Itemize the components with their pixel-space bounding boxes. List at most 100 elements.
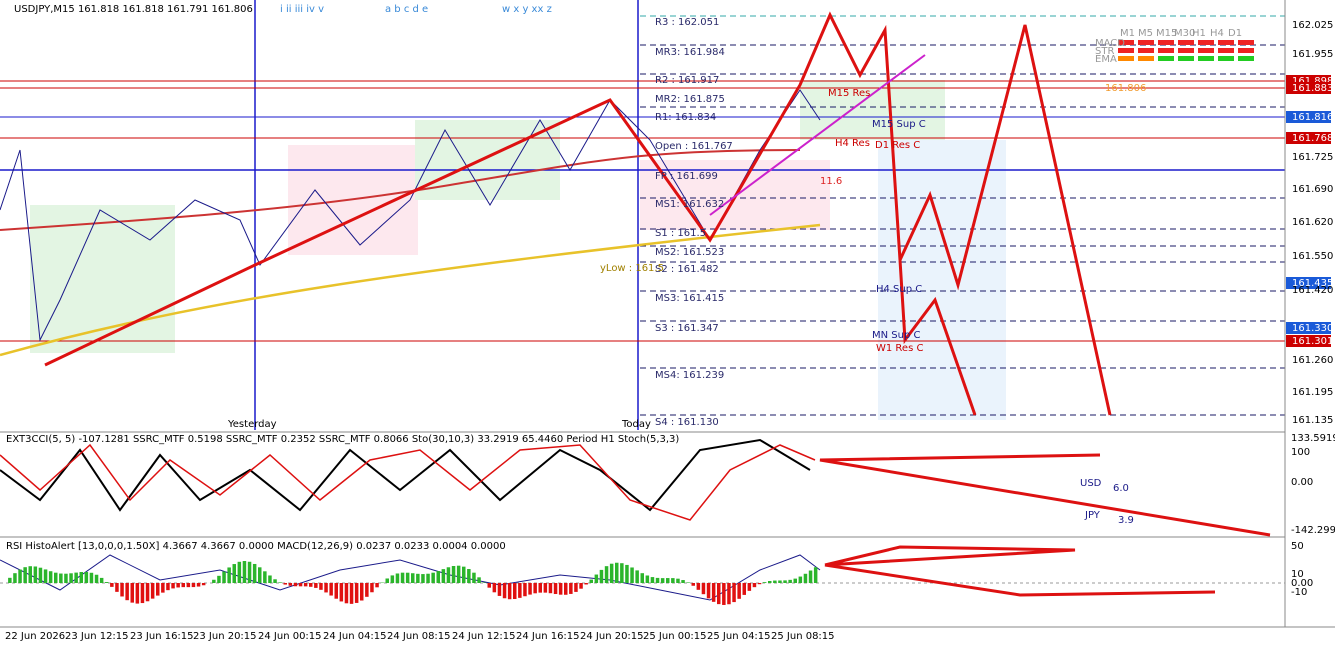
histogram-bar [192, 583, 196, 587]
histogram-bar [197, 583, 201, 587]
pivot-label: S4 : 161.130 [655, 417, 719, 428]
histogram-bar [187, 583, 191, 587]
tf-cell [1198, 48, 1214, 53]
histogram-bar [610, 564, 614, 583]
histogram-bar [278, 582, 282, 583]
histogram-bar [421, 574, 425, 583]
histogram-bar [222, 572, 226, 583]
histogram-bar [141, 583, 145, 603]
histogram-bar [74, 573, 78, 583]
histogram-bar [105, 582, 109, 583]
histogram-bar [386, 578, 390, 583]
tf-cell [1158, 40, 1174, 45]
time-axis-label: 22 Jun 2026 [5, 631, 65, 642]
histogram-bar [488, 583, 492, 588]
histogram-bar [590, 580, 594, 583]
histogram-bar [646, 575, 650, 583]
histogram-bar [462, 567, 466, 583]
histogram-bar [370, 583, 374, 592]
time-axis-label: 24 Jun 16:15 [516, 631, 580, 642]
histogram-bar [692, 583, 696, 586]
tf-cell [1158, 48, 1174, 53]
histogram-bar [202, 583, 206, 585]
histogram-bar [763, 582, 767, 583]
price-axis-label: 161.620 [1292, 217, 1333, 228]
price-axis-label: 161.690 [1292, 184, 1333, 195]
histogram-bar [712, 583, 716, 602]
histogram-bar [584, 583, 588, 584]
tf-column: D1 [1228, 28, 1242, 39]
zone-label: M15 Res [828, 88, 870, 99]
pivot-label: MR3: 161.984 [655, 47, 725, 58]
histogram-bar [651, 577, 655, 583]
tf-cell [1178, 48, 1194, 53]
histogram-bar [661, 578, 665, 583]
histogram-bar [600, 570, 604, 583]
histogram-bar [533, 583, 537, 593]
zone-label: H4 Res [835, 138, 870, 149]
tf-cell [1138, 56, 1154, 61]
histogram-bar [727, 583, 731, 604]
histogram-bar [238, 562, 242, 583]
pivot-label: FP : 161.699 [655, 171, 718, 182]
zone-label: D1 Res C [875, 140, 920, 151]
histogram-bar [110, 583, 114, 587]
pivot-label: S1 : 161.5 [655, 228, 706, 239]
tf-cell [1178, 56, 1194, 61]
histogram-bar [426, 574, 430, 583]
histogram-bar [29, 566, 33, 583]
pivot-label: S2 : 161.482 [655, 264, 719, 275]
pivot-label: R3 : 162.051 [655, 17, 719, 28]
histogram-bar [54, 573, 58, 583]
histogram-bar [595, 575, 599, 583]
histogram-bar [18, 570, 22, 583]
histogram-bar [437, 571, 441, 583]
histogram-bar [345, 583, 349, 603]
histogram-bar [528, 583, 532, 595]
tf-cell [1238, 48, 1254, 53]
histogram-bar [442, 569, 446, 583]
zone-label: Yesterday [227, 419, 277, 430]
histogram-bar [686, 582, 690, 583]
tf-cell [1178, 40, 1194, 45]
price-axis-label: 161.195 [1292, 387, 1333, 398]
histogram-bar [783, 580, 787, 583]
wave-label: w x y xx z [502, 4, 552, 15]
histogram-bar [737, 583, 741, 599]
histogram-bar [64, 574, 68, 583]
histogram-bar [294, 583, 298, 586]
histogram-bar [217, 576, 221, 583]
histogram-bar [676, 579, 680, 583]
histogram-bar [508, 583, 512, 599]
wave-label: i ii iii iv v [280, 4, 324, 15]
time-axis-label: 23 Jun 20:15 [193, 631, 257, 642]
price-axis-label: 161.420 [1292, 285, 1333, 296]
time-axis-label: 24 Jun 12:15 [452, 631, 516, 642]
indicator-axis-label: 133.5919 [1291, 433, 1335, 444]
histogram-bar [212, 580, 216, 583]
histogram-bar [85, 572, 89, 583]
histogram-bar [564, 583, 568, 595]
indicator-header: EXT3CCI(5, 5) -107.1281 SSRC_MTF 0.5198 … [6, 434, 679, 445]
price-axis-label: 161.550 [1292, 251, 1333, 262]
histogram-bar [574, 583, 578, 592]
histogram-bar [289, 583, 293, 586]
histogram-bar [656, 578, 660, 583]
indicator-axis-label: -10 [1291, 587, 1307, 598]
histogram-bar [523, 583, 527, 596]
histogram-bar [13, 573, 17, 583]
zone-label: 11.6 [820, 176, 842, 187]
histogram-bar [518, 583, 522, 598]
price-axis-label: 161.301 [1292, 336, 1333, 347]
tf-cell [1198, 56, 1214, 61]
histogram-bar [804, 574, 808, 583]
tf-cell [1238, 56, 1254, 61]
time-axis-label: 25 Jun 00:15 [643, 631, 707, 642]
histogram-bar [641, 573, 645, 583]
histogram-bar [263, 571, 267, 583]
histogram-bar [625, 565, 629, 583]
histogram-bar [799, 577, 803, 583]
histogram-bar [44, 569, 48, 583]
